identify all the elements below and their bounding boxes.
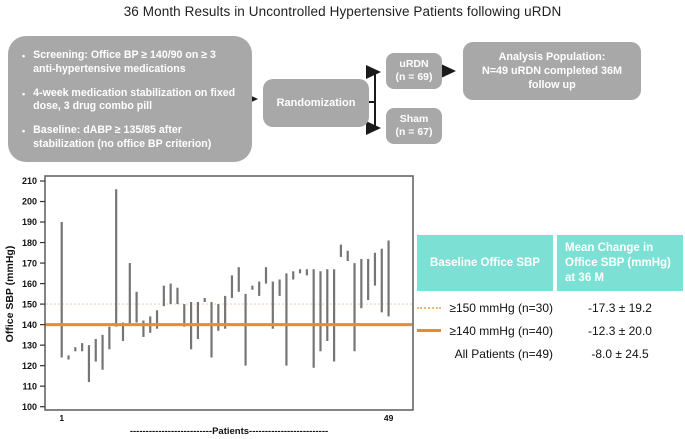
analysis-line-3: follow up [528,79,576,92]
bullet-icon: • [22,126,26,137]
analysis-population-box: Analysis Population: N=49 uRDN completed… [463,42,641,100]
table-header-baseline: Baseline Office SBP [417,235,553,291]
y-tick-label: 100 [22,402,37,412]
urdn-label: uRDN [399,57,429,70]
row-label-140: ≥140 mmHg (n=40) [417,324,553,338]
x-tick-last: 49 [384,413,394,423]
screening-bullet-1-text: Screening: Office BP ≥ 140/90 on ≥ 3 ant… [33,49,216,75]
y-tick-label: 160 [22,279,37,289]
y-tick-label: 170 [22,258,37,268]
table-row: All Patients (n=49) -8.0 ± 24.5 [417,342,683,365]
row-label-all: All Patients (n=49) [417,347,553,361]
screening-bullet-3-text: Baseline: dABP ≥ 135/85 after stabilizat… [33,124,212,150]
y-axis-label: Office SBP (mmHg) [4,246,16,343]
table-row: ≥150 mmHg (n=30) -17.3 ± 19.2 [417,296,683,319]
analysis-line-1: Analysis Population: [498,50,606,63]
solid-line-swatch-icon [417,329,441,332]
row-value-150: -17.3 ± 19.2 [588,300,652,315]
connector-split [369,72,376,128]
row-value-140: -12.3 ± 20.0 [588,323,652,338]
y-tick-label: 180 [22,238,37,248]
y-tick-label: 190 [22,217,37,227]
y-tick-label: 150 [22,299,37,309]
sbp-chart: 210 200 190 180 170 160 150 140 130 120 110 100 1 49 O… [0,172,430,438]
table-header-row: Baseline Office SBP Mean Change in Offic… [417,235,683,291]
page-title: 36 Month Results in Uncontrolled Hyperte… [123,4,562,19]
screening-bullet-2: • 4-week medication stabilization on fix… [22,87,240,115]
sham-box: Sham (n = 67) [386,108,442,144]
y-tick-label: 210 [22,176,37,186]
row-label-all-text: All Patients (n=49) [454,346,553,361]
x-tick-first: 1 [59,413,64,423]
randomization-box: Randomization [263,79,369,127]
row-label-140-text: ≥140 mmHg (n=40) [449,323,553,338]
bullet-icon: • [22,51,26,61]
table-row: ≥140 mmHg (n=40) -12.3 ± 20.0 [417,319,683,342]
screening-bullet-2-text: 4-week medication stabilization on fixed… [33,86,236,113]
urdn-box: uRDN (n = 69) [386,53,442,89]
urdn-n: (n = 69) [395,71,433,83]
row-value-all: -8.0 ± 24.5 [591,346,649,361]
y-tick-label: 140 [22,320,37,330]
bullet-icon: • [22,88,26,99]
screening-criteria-box: • Screening: Office BP ≥ 140/90 on ≥ 3 a… [8,36,252,162]
sbp-chart-svg: 210 200 190 180 170 160 150 140 130 120 110 100 1 49 O… [4,175,414,437]
y-tick-label: 200 [22,197,37,207]
analysis-line-2: N=49 uRDN completed 36M [481,64,623,77]
sham-n: (n = 67) [395,126,433,138]
row-label-150: ≥150 mmHg (n=30) [417,301,553,315]
randomization-label: Randomization [276,97,356,109]
table-header-mean-change: Mean Change in Office SBP (mmHg) at 36 M [557,235,683,291]
screening-bullet-3: • Baseline: dABP ≥ 135/85 after stabiliz… [22,124,240,152]
y-tick-label: 110 [22,381,37,391]
y-tick-label: 120 [22,361,37,371]
screening-bullet-1: • Screening: Office BP ≥ 140/90 on ≥ 3 a… [22,49,240,77]
x-axis-label: --------------------------Patients------… [130,426,328,437]
dotted-line-swatch-icon [417,306,441,309]
y-tick-label: 130 [22,340,37,350]
row-label-150-text: ≥150 mmHg (n=30) [449,300,553,315]
results-table: Baseline Office SBP Mean Change in Offic… [417,235,683,365]
plot-frame [44,175,414,411]
sham-label: Sham [399,112,429,125]
